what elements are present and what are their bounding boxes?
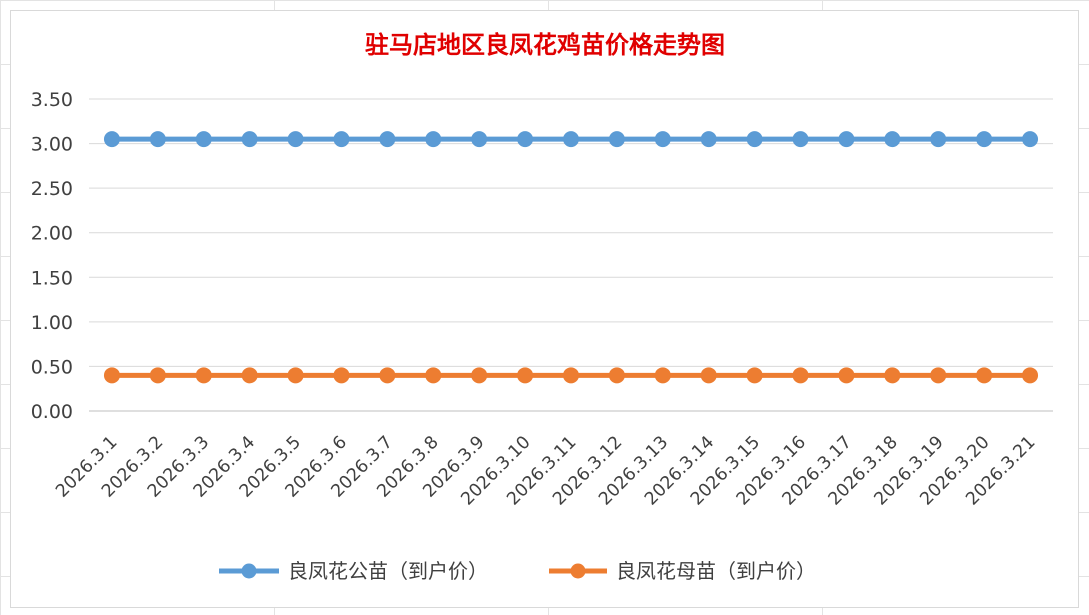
data-point-series-2[interactable] — [241, 367, 258, 384]
data-point-series-2[interactable] — [930, 367, 947, 384]
y-tick-label: 1.00 — [31, 312, 73, 334]
data-point-series-2[interactable] — [792, 367, 809, 384]
legend-label: 良凤花公苗（到户价） — [288, 559, 488, 583]
data-point-series-2[interactable] — [195, 367, 212, 384]
data-point-series-1[interactable] — [287, 131, 304, 148]
y-tick-label: 3.00 — [31, 134, 73, 156]
data-point-series-2[interactable] — [884, 367, 901, 384]
legend-label: 良凤花母苗（到户价） — [616, 559, 816, 583]
data-point-series-1[interactable] — [149, 131, 166, 148]
data-point-series-2[interactable] — [838, 367, 855, 384]
legend: 良凤花公苗（到户价） 良凤花母苗（到户价） — [219, 559, 816, 583]
data-point-series-2[interactable] — [103, 367, 120, 384]
y-axis: 0.00 0.50 1.00 1.50 2.00 2.50 3.00 3.50 — [31, 89, 73, 423]
data-point-series-1[interactable] — [654, 131, 671, 148]
data-point-series-2[interactable] — [287, 367, 304, 384]
data-point-series-1[interactable] — [241, 131, 258, 148]
data-point-series-2[interactable] — [1022, 367, 1039, 384]
price-trend-chart: 驻马店地区良凤花鸡苗价格走势图 0.00 0.50 1.00 1.50 2.00 2.50… — [31, 30, 1053, 583]
data-point-series-1[interactable] — [517, 131, 534, 148]
legend-item-2[interactable]: 良凤花母苗（到户价） — [549, 559, 816, 583]
data-point-series-1[interactable] — [333, 131, 350, 148]
legend-swatch-marker — [570, 563, 586, 579]
data-point-series-1[interactable] — [700, 131, 717, 148]
y-tick-label: 2.00 — [31, 223, 73, 245]
y-tick-label: 2.50 — [31, 178, 73, 200]
data-point-series-2[interactable] — [700, 367, 717, 384]
data-point-series-1[interactable] — [195, 131, 212, 148]
data-point-series-2[interactable] — [333, 367, 350, 384]
y-tick-label: 1.50 — [31, 267, 73, 289]
data-point-series-2[interactable] — [563, 367, 579, 384]
data-point-series-1[interactable] — [792, 131, 809, 148]
data-point-series-1[interactable] — [103, 131, 120, 148]
data-point-series-1[interactable] — [425, 131, 442, 148]
chart-title: 驻马店地区良凤花鸡苗价格走势图 — [365, 30, 725, 59]
data-point-series-1[interactable] — [471, 131, 488, 148]
data-point-series-1[interactable] — [746, 131, 763, 148]
data-point-series-1[interactable] — [884, 131, 901, 148]
legend-swatch-marker — [241, 563, 257, 579]
x-axis: 2026.3.12026.3.22026.3.32026.3.42026.3.5… — [52, 410, 1053, 510]
data-point-series-2[interactable] — [425, 367, 442, 384]
data-point-series-1[interactable] — [379, 131, 396, 148]
y-tick-label: 0.00 — [31, 401, 73, 423]
y-tick-label: 3.50 — [31, 89, 73, 111]
data-point-series-2[interactable] — [471, 367, 488, 384]
data-point-series-2[interactable] — [608, 367, 625, 384]
data-point-series-2[interactable] — [654, 367, 671, 384]
y-tick-label: 0.50 — [31, 356, 73, 378]
data-point-series-2[interactable] — [746, 367, 763, 384]
data-point-series-1[interactable] — [1022, 131, 1039, 148]
data-point-series-2[interactable] — [976, 367, 993, 384]
data-point-series-1[interactable] — [563, 131, 579, 148]
chart-panel[interactable]: 驻马店地区良凤花鸡苗价格走势图 0.00 0.50 1.00 1.50 2.00 2.50… — [10, 10, 1079, 608]
data-point-series-1[interactable] — [930, 131, 947, 148]
data-point-series-2[interactable] — [517, 367, 534, 384]
data-point-series-2[interactable] — [379, 367, 396, 384]
series-group — [103, 131, 1039, 384]
data-point-series-1[interactable] — [976, 131, 993, 148]
legend-item-1[interactable]: 良凤花公苗（到户价） — [219, 559, 488, 583]
data-point-series-2[interactable] — [149, 367, 166, 384]
data-point-series-1[interactable] — [608, 131, 625, 148]
data-point-series-1[interactable] — [838, 131, 855, 148]
